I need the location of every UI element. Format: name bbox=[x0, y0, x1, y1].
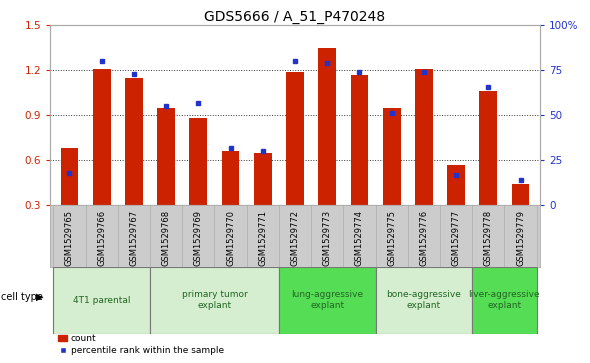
Text: cell type: cell type bbox=[1, 292, 42, 302]
Text: liver-aggressive
explant: liver-aggressive explant bbox=[468, 290, 540, 310]
Text: GSM1529771: GSM1529771 bbox=[258, 210, 267, 266]
Bar bbox=[383, 108, 401, 205]
Text: GSM1529767: GSM1529767 bbox=[129, 210, 139, 266]
Text: lung-aggressive
explant: lung-aggressive explant bbox=[291, 290, 363, 310]
Bar bbox=[472, 267, 537, 334]
Text: GSM1529773: GSM1529773 bbox=[323, 210, 332, 266]
Legend: count, percentile rank within the sample: count, percentile rank within the sample bbox=[55, 331, 228, 359]
Bar bbox=[512, 184, 529, 205]
Bar bbox=[125, 78, 143, 205]
Bar bbox=[415, 69, 432, 205]
Bar bbox=[189, 118, 207, 205]
Text: GSM1529779: GSM1529779 bbox=[516, 210, 525, 266]
Bar bbox=[158, 108, 175, 205]
Bar bbox=[319, 48, 336, 205]
Bar bbox=[53, 267, 150, 334]
Bar bbox=[480, 91, 497, 205]
Text: GSM1529775: GSM1529775 bbox=[387, 210, 396, 266]
Text: GSM1529769: GSM1529769 bbox=[194, 210, 203, 266]
Text: bone-aggressive
explant: bone-aggressive explant bbox=[386, 290, 461, 310]
Text: primary tumor
explant: primary tumor explant bbox=[182, 290, 247, 310]
Text: GSM1529777: GSM1529777 bbox=[451, 210, 461, 266]
Bar bbox=[376, 267, 472, 334]
Bar bbox=[61, 148, 78, 205]
Text: GSM1529778: GSM1529778 bbox=[484, 210, 493, 266]
Text: GSM1529776: GSM1529776 bbox=[419, 210, 428, 266]
Text: GSM1529765: GSM1529765 bbox=[65, 210, 74, 266]
Bar bbox=[93, 69, 110, 205]
Bar bbox=[150, 267, 279, 334]
Text: GSM1529770: GSM1529770 bbox=[226, 210, 235, 266]
Title: GDS5666 / A_51_P470248: GDS5666 / A_51_P470248 bbox=[205, 11, 385, 24]
Text: GSM1529766: GSM1529766 bbox=[97, 210, 106, 266]
Bar bbox=[279, 267, 376, 334]
Text: ▶: ▶ bbox=[37, 292, 44, 302]
Bar bbox=[286, 72, 304, 205]
Bar bbox=[222, 151, 240, 205]
Bar bbox=[254, 153, 271, 205]
Bar bbox=[350, 75, 368, 205]
Text: GSM1529768: GSM1529768 bbox=[162, 210, 171, 266]
Text: GSM1529772: GSM1529772 bbox=[290, 210, 300, 266]
Text: 4T1 parental: 4T1 parental bbox=[73, 296, 130, 305]
Text: GSM1529774: GSM1529774 bbox=[355, 210, 364, 266]
Bar bbox=[447, 165, 465, 205]
